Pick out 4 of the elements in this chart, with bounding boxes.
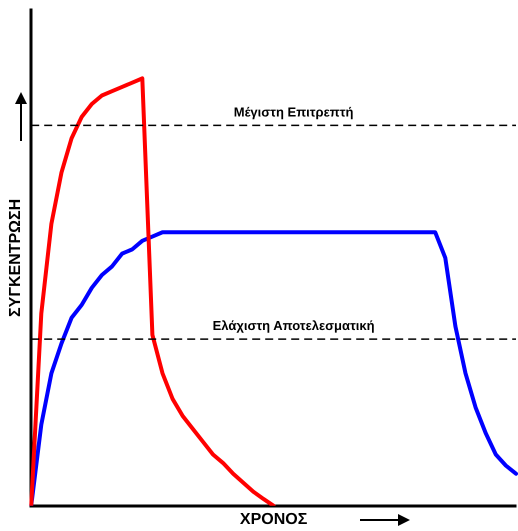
ref-line-label: Μέγιστη Επιτρεπτή <box>234 104 354 120</box>
ref-line-label: Ελάχιστη Αποτελεσματική <box>212 318 375 334</box>
y-axis-title: ΣΥΓΚΕΝΤΡΩΣΗ <box>7 198 24 317</box>
x-axis-title: ΧΡΟΝΟΣ <box>240 510 308 528</box>
